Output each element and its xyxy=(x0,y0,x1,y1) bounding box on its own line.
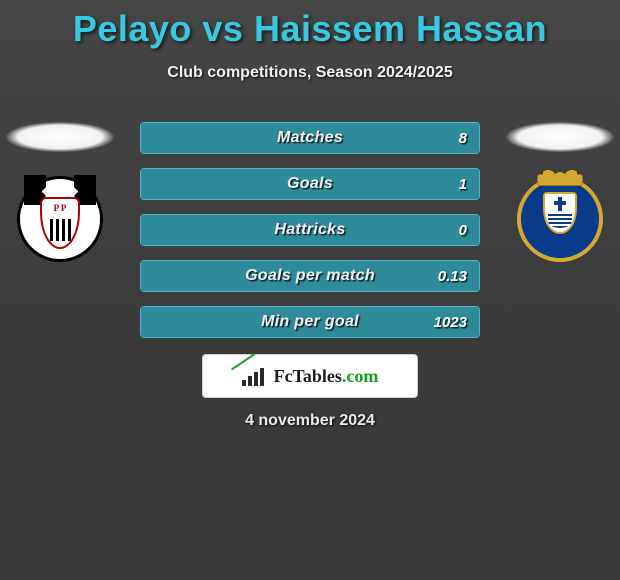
stat-label: Hattricks xyxy=(141,221,479,239)
right-club-crest-icon xyxy=(517,176,603,262)
left-player-zone: P P xyxy=(0,122,120,322)
stat-value: 0.13 xyxy=(438,268,467,285)
player-silhouette-icon xyxy=(506,122,614,152)
stat-row: Matches 8 xyxy=(140,122,480,154)
stat-value: 1023 xyxy=(434,314,467,331)
brand-ext: .com xyxy=(342,366,378,386)
subtitle: Club competitions, Season 2024/2025 xyxy=(0,64,620,82)
right-player-zone xyxy=(500,122,620,322)
stat-label: Matches xyxy=(141,129,479,147)
stat-row: Min per goal 1023 xyxy=(140,306,480,338)
snapshot-date: 4 november 2024 xyxy=(0,412,620,430)
stat-value: 1 xyxy=(459,176,467,193)
brand-text: FcTables.com xyxy=(274,366,379,387)
player-silhouette-icon xyxy=(6,122,114,152)
stat-label: Goals xyxy=(141,175,479,193)
fctables-logo-icon xyxy=(242,366,268,386)
stat-row: Goals per match 0.13 xyxy=(140,260,480,292)
left-club-crest-icon: P P xyxy=(17,176,103,262)
stats-container: Matches 8 Goals 1 Hattricks 0 Goals per … xyxy=(140,122,480,352)
stat-row: Hattricks 0 xyxy=(140,214,480,246)
stat-value: 0 xyxy=(459,222,467,239)
stat-label: Goals per match xyxy=(141,267,479,285)
comparison-card: Pelayo vs Haissem Hassan Club competitio… xyxy=(0,0,620,580)
stat-value: 8 xyxy=(459,130,467,147)
stat-row: Goals 1 xyxy=(140,168,480,200)
fctables-link[interactable]: FcTables.com xyxy=(202,354,418,398)
brand-name: FcTables xyxy=(274,366,342,386)
stat-label: Min per goal xyxy=(141,313,479,331)
page-title: Pelayo vs Haissem Hassan xyxy=(0,0,620,50)
